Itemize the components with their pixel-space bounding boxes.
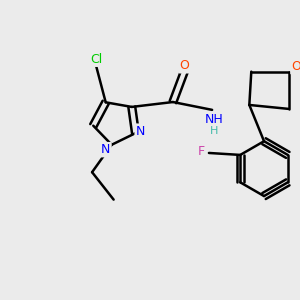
Text: O: O [291, 60, 300, 73]
Text: N: N [136, 125, 145, 138]
Text: H: H [210, 126, 218, 136]
Text: Cl: Cl [90, 53, 102, 66]
Text: O: O [180, 59, 190, 72]
Text: N: N [101, 143, 110, 156]
Text: NH: NH [205, 113, 224, 126]
Text: F: F [197, 145, 205, 158]
